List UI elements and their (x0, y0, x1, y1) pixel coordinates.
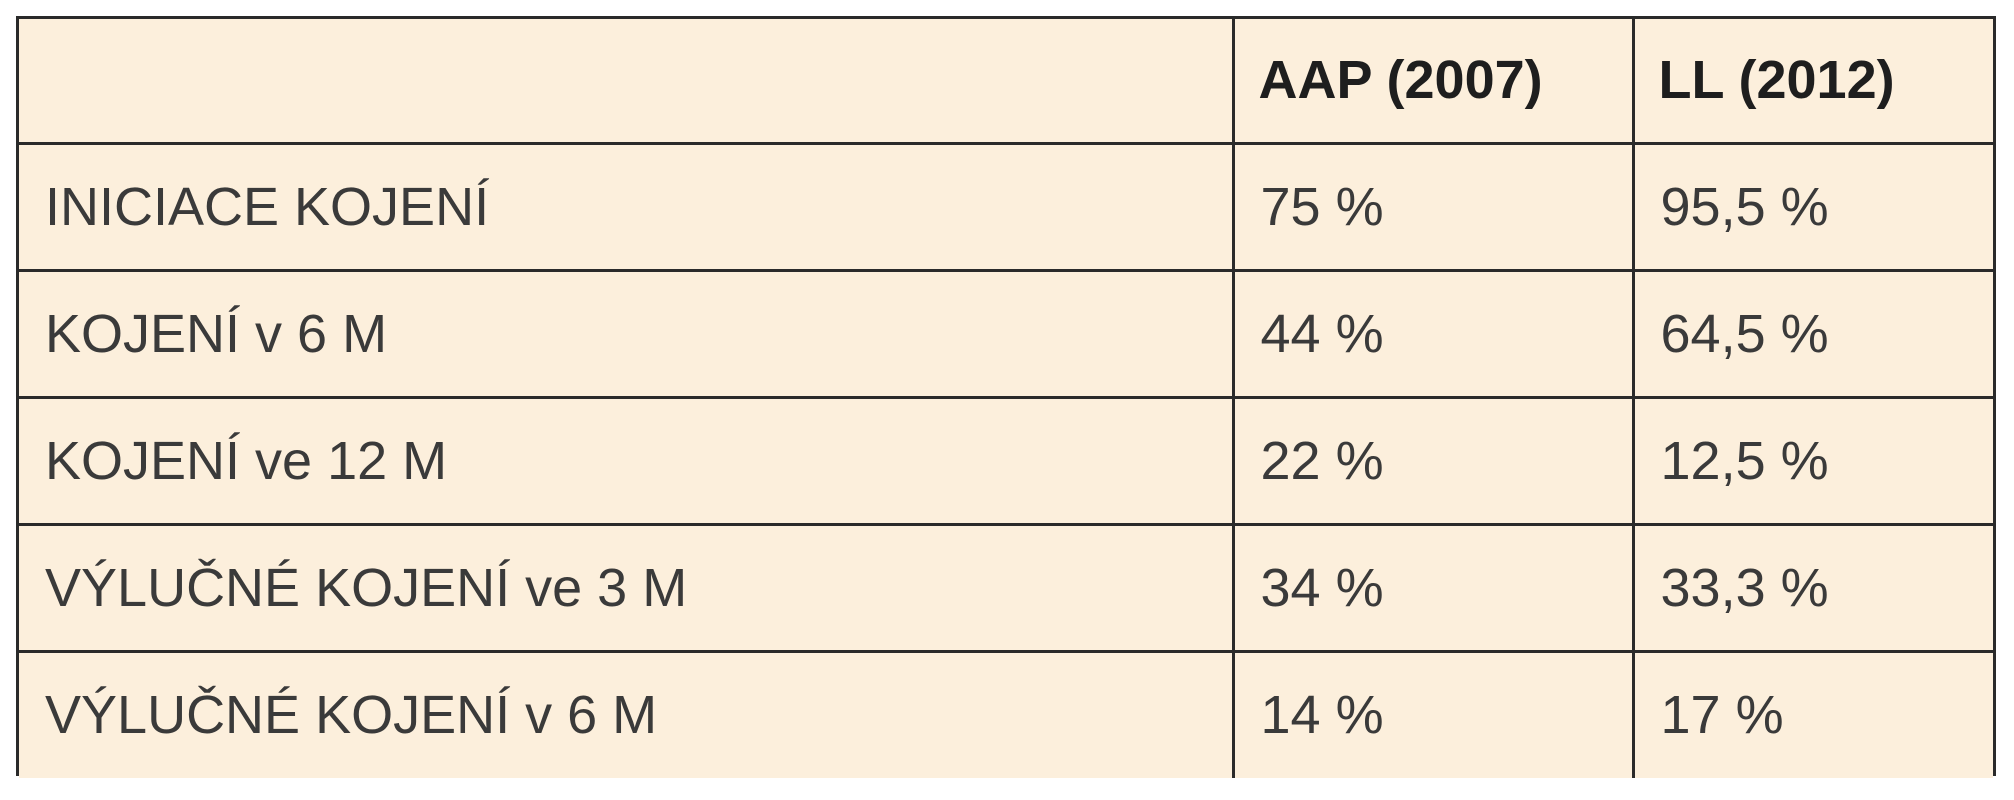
ll-value: 33,3 % (1631, 522, 1993, 653)
aap-value: 34 % (1231, 522, 1635, 653)
row-label: INICIACE KOJENÍ (19, 141, 1235, 272)
row-label: KOJENÍ v 6 M (19, 268, 1235, 399)
header-cell-aap: AAP (2007) (1231, 19, 1635, 145)
table-row: INICIACE KOJENÍ 75 % 95,5 % (19, 141, 1993, 272)
header-cell-empty (19, 19, 1235, 145)
table-header-row: AAP (2007) LL (2012) (19, 19, 1993, 145)
aap-value: 14 % (1231, 649, 1635, 778)
ll-value: 12,5 % (1631, 395, 1993, 526)
table-row: VÝLUČNÉ KOJENÍ v 6 M 14 % 17 % (19, 649, 1993, 778)
table-row: VÝLUČNÉ KOJENÍ ve 3 M 34 % 33,3 % (19, 522, 1993, 653)
breastfeeding-table-container: AAP (2007) LL (2012) INICIACE KOJENÍ 75 … (16, 16, 1996, 778)
ll-value: 17 % (1631, 649, 1993, 778)
ll-value: 64,5 % (1631, 268, 1993, 399)
row-label: VÝLUČNÉ KOJENÍ v 6 M (19, 649, 1235, 778)
ll-value: 95,5 % (1631, 141, 1993, 272)
table-row: KOJENÍ v 6 M 44 % 64,5 % (19, 268, 1993, 399)
header-cell-ll: LL (2012) (1631, 19, 1993, 145)
aap-value: 75 % (1231, 141, 1635, 272)
aap-value: 44 % (1231, 268, 1635, 399)
aap-value: 22 % (1231, 395, 1635, 526)
row-label: VÝLUČNÉ KOJENÍ ve 3 M (19, 522, 1235, 653)
table-row: KOJENÍ ve 12 M 22 % 12,5 % (19, 395, 1993, 526)
breastfeeding-rates-table: AAP (2007) LL (2012) INICIACE KOJENÍ 75 … (19, 19, 1993, 778)
row-label: KOJENÍ ve 12 M (19, 395, 1235, 526)
